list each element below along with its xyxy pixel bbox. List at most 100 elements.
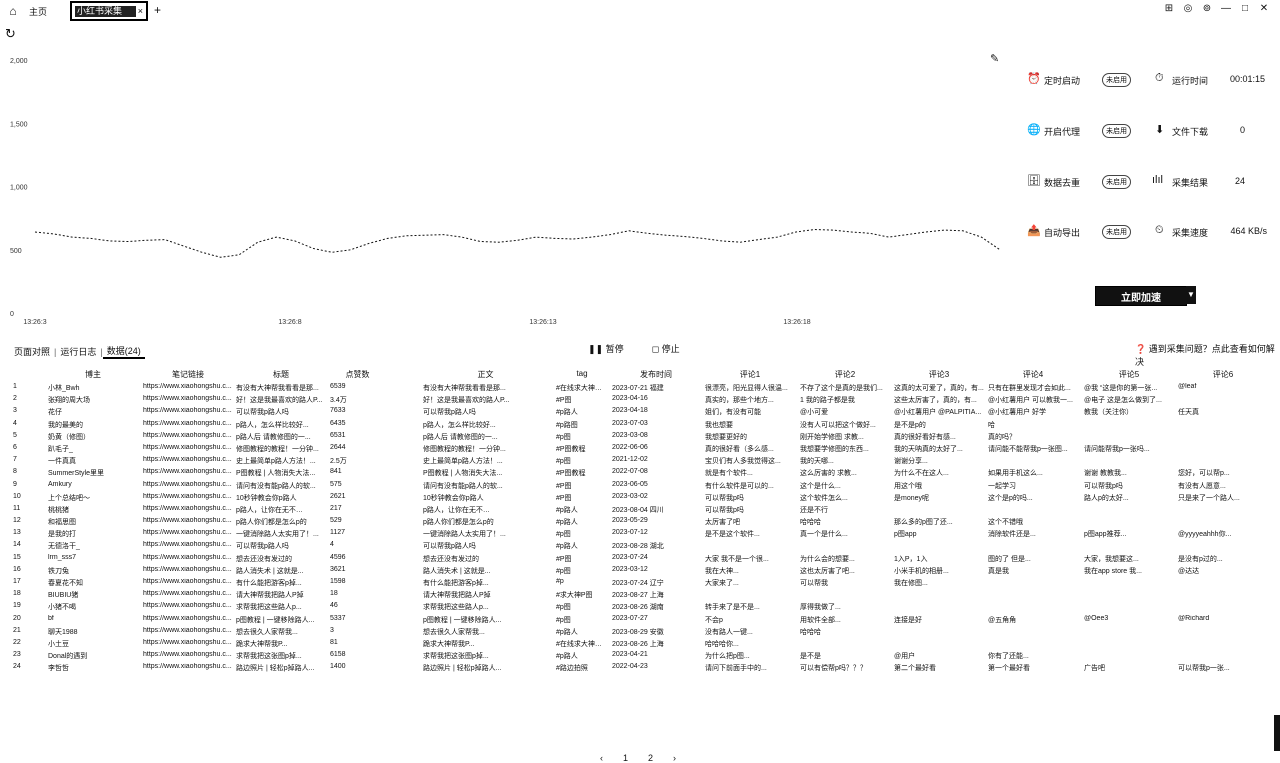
pause-button[interactable]: ❚❚ 暂停 <box>588 342 624 355</box>
table-cell: bf <box>48 614 54 622</box>
table-row[interactable]: 15 lrm_sss7 https://www.xiaohongshu.c... 想去… <box>8 554 1270 566</box>
table-row[interactable]: 20 bf https://www.xiaohongshu.c... p图教程 | 一… <box>8 615 1270 627</box>
table-cell: #p图 <box>556 433 571 441</box>
chevron-down-icon[interactable]: ▼ <box>1186 286 1196 304</box>
settings-icon[interactable]: ⊚ <box>1202 3 1212 14</box>
table-cell: 16 <box>13 565 21 573</box>
table-row[interactable]: 7 一件真真 https://www.xiaohongshu.c... 史上最简单p路… <box>8 456 1270 468</box>
table-row[interactable]: 2 张翔的周大场 https://www.xiaohongshu.c... 好！这是我… <box>8 395 1270 407</box>
table-cell: 可以帮我p一张... <box>1178 665 1230 673</box>
edit-icon[interactable]: ✎ <box>990 53 1000 65</box>
table-cell: 小土豆 <box>48 640 69 648</box>
tab-home[interactable]: 主页 <box>29 7 48 17</box>
table-cell: 广告吧 <box>1084 665 1105 673</box>
table-cell: 想去很久人家帮我... <box>423 628 485 636</box>
table-cell: 4596 <box>330 553 346 561</box>
table-cell: 刚开始学修图 求教... <box>800 433 864 441</box>
table-cell: 张翔的周大场 <box>48 397 90 405</box>
schedule-toggle[interactable]: 未启用 <box>1102 73 1131 87</box>
tab-run-log[interactable]: 运行日志 <box>60 347 97 357</box>
tab-page-compare[interactable]: 页面对照 <box>14 347 51 357</box>
table-row[interactable]: 13 是我的打 https://www.xiaohongshu.c... 一键消除路人… <box>8 529 1270 541</box>
table-row[interactable]: 23 Donal的遇到 https://www.xiaohongshu.c... 求帮… <box>8 651 1270 663</box>
table-cell: 这些太厉害了，真的，有... <box>894 397 977 405</box>
table-cell: 2022-04-23 <box>612 663 648 671</box>
table-cell: 我的天哪... <box>800 458 834 466</box>
table-cell: 3 <box>330 626 334 634</box>
table-row[interactable]: 11 桃桃猪 https://www.xiaohongshu.c... p路人，让你在… <box>8 505 1270 517</box>
table-cell: 没有人可以把这个做好... <box>800 421 876 429</box>
layout-icon[interactable]: ⊞ <box>1164 3 1174 14</box>
table-cell: 求帮我把这张图p掉... <box>236 653 302 661</box>
table-cell: https://www.xiaohongshu.c... <box>143 407 232 415</box>
table-row[interactable]: 22 小土豆 https://www.xiaohongshu.c... 跪求大神帮我P… <box>8 639 1270 651</box>
table-cell: #p路人 <box>556 506 578 514</box>
table-cell: https://www.xiaohongshu.c... <box>143 638 232 646</box>
table-cell: 2022-06-06 <box>612 443 648 451</box>
table-row[interactable]: 10 上个总结吧～ https://www.xiaohongshu.c... 10秒钟… <box>8 493 1270 505</box>
table-cell: 10秒钟教会你p路人 <box>236 494 297 502</box>
export-toggle[interactable]: 未启用 <box>1102 225 1131 239</box>
help-link[interactable]: ❓ 遇到采集问题？点此查看如何解决 <box>1135 342 1280 368</box>
close-window-icon[interactable]: ✕ <box>1259 3 1269 14</box>
table-row[interactable]: 8 SummerStyle里里 https://www.xiaohongshu.c.… <box>8 468 1270 480</box>
add-tab-button[interactable]: + <box>154 3 162 17</box>
table-cell: p图app推荐... <box>1084 531 1127 539</box>
minimize-icon[interactable]: — <box>1221 3 1231 14</box>
table-row[interactable]: 24 李哲哲 https://www.xiaohongshu.c... 路边照片 | … <box>8 663 1270 675</box>
table-cell: https://www.xiaohongshu.c... <box>143 480 232 488</box>
table-row[interactable]: 18 BIUBIU猪 https://www.xiaohongshu.c... 请大神… <box>8 590 1270 602</box>
table-cell: 我的天呐真的太好了... <box>894 445 963 453</box>
page-button-1[interactable]: 1 <box>623 753 629 763</box>
x-tick-label: 13:26:13 <box>529 319 556 326</box>
maximize-icon[interactable]: □ <box>1241 3 1249 14</box>
scrollbar[interactable] <box>1274 715 1280 751</box>
table-cell: 有什么能把游客p掉... <box>236 580 302 587</box>
table-row[interactable]: 6 趴毛子_ https://www.xiaohongshu.c... 修图教程的教程… <box>8 444 1270 456</box>
table-cell: @用户 <box>894 653 916 661</box>
table-cell: p路人你们都是怎么p的 <box>236 519 307 527</box>
table-cell: @yyyyeahhh你... <box>1178 531 1232 539</box>
table-cell: https://www.xiaohongshu.c... <box>143 651 232 659</box>
table-row[interactable]: 1 小林_Bwh https://www.xiaohongshu.c... 有没有大神… <box>8 383 1270 395</box>
next-page-button[interactable]: › <box>673 753 677 763</box>
stop-button[interactable]: ◻ 停止 <box>652 342 680 355</box>
table-row[interactable]: 4 我的最美的 https://www.xiaohongshu.c... p路人，怎么… <box>8 420 1270 432</box>
table-row[interactable]: 12 和福思图 https://www.xiaohongshu.c... p路人你们都… <box>8 517 1270 529</box>
refresh-icon[interactable]: ↻ <box>5 26 16 41</box>
table-row[interactable]: 16 铁刀兔 https://www.xiaohongshu.c... 路人消失术 |… <box>8 566 1270 578</box>
table-cell: 好！这是我最喜欢的路人P... <box>423 397 510 405</box>
table-cell: 这真的太可爱了，真的，有... <box>894 385 984 392</box>
table-row[interactable]: 9 Amkury https://www.xiaohongshu.c... 请问有没有… <box>8 481 1270 493</box>
close-icon[interactable]: × <box>137 6 143 16</box>
table-cell: 真实的，那些个地方... <box>705 397 774 405</box>
table-cell: #路边拍照 <box>556 665 588 673</box>
tab-data[interactable]: 数据(24) <box>102 344 145 359</box>
table-cell: https://www.xiaohongshu.c... <box>143 456 232 464</box>
table-cell: 2023-03-12 <box>612 565 648 573</box>
table-cell: 2023-07-21 福建 <box>612 385 664 392</box>
table-cell: 我在app store 我... <box>1084 567 1142 575</box>
table-cell: 1127 <box>330 529 346 537</box>
table-row[interactable]: 19 小猪不喝 https://www.xiaohongshu.c... 求帮我把这些… <box>8 602 1270 614</box>
proxy-toggle[interactable]: 未启用 <box>1102 124 1131 138</box>
home-icon[interactable]: ⌂ <box>9 4 17 18</box>
accelerate-button[interactable]: 立即加速 <box>1095 286 1187 306</box>
table-cell: 6435 <box>330 419 346 427</box>
table-row[interactable]: 21 聊天1988 https://www.xiaohongshu.c... 想去很久… <box>8 627 1270 639</box>
table-cell: 4 <box>13 419 17 427</box>
tab-active[interactable]: 小红书采集 × <box>70 1 148 21</box>
table-row[interactable]: 17 春夏花不知 https://www.xiaohongshu.c... 有什么能把… <box>8 578 1270 590</box>
prev-page-button[interactable]: ‹ <box>600 753 603 763</box>
table-cell: 好！这是我最喜欢的路人P... <box>236 397 323 405</box>
x-tick-label: 13:26:3 <box>23 319 46 326</box>
table-row[interactable]: 14 无德洛干_ https://www.xiaohongshu.c... 可以帮我p… <box>8 541 1270 553</box>
help-icon[interactable]: ◎ <box>1183 3 1193 14</box>
dedupe-toggle[interactable]: 未启用 <box>1102 175 1131 189</box>
table-cell: 有没有大神帮我看看是那... <box>236 385 319 392</box>
table-row[interactable]: 3 花仔 https://www.xiaohongshu.c... 可以帮我p路人吗 7… <box>8 407 1270 419</box>
table-row[interactable]: 5 奶黄（修图） https://www.xiaohongshu.c... p路人后 … <box>8 432 1270 444</box>
page-button-2[interactable]: 2 <box>648 753 654 763</box>
table-cell: 2023-08-26 湖南 <box>612 604 664 612</box>
panel-row-dedupe: 🗄 数据去重 未启用 ılıl 采集结果 24 <box>1020 172 1275 192</box>
